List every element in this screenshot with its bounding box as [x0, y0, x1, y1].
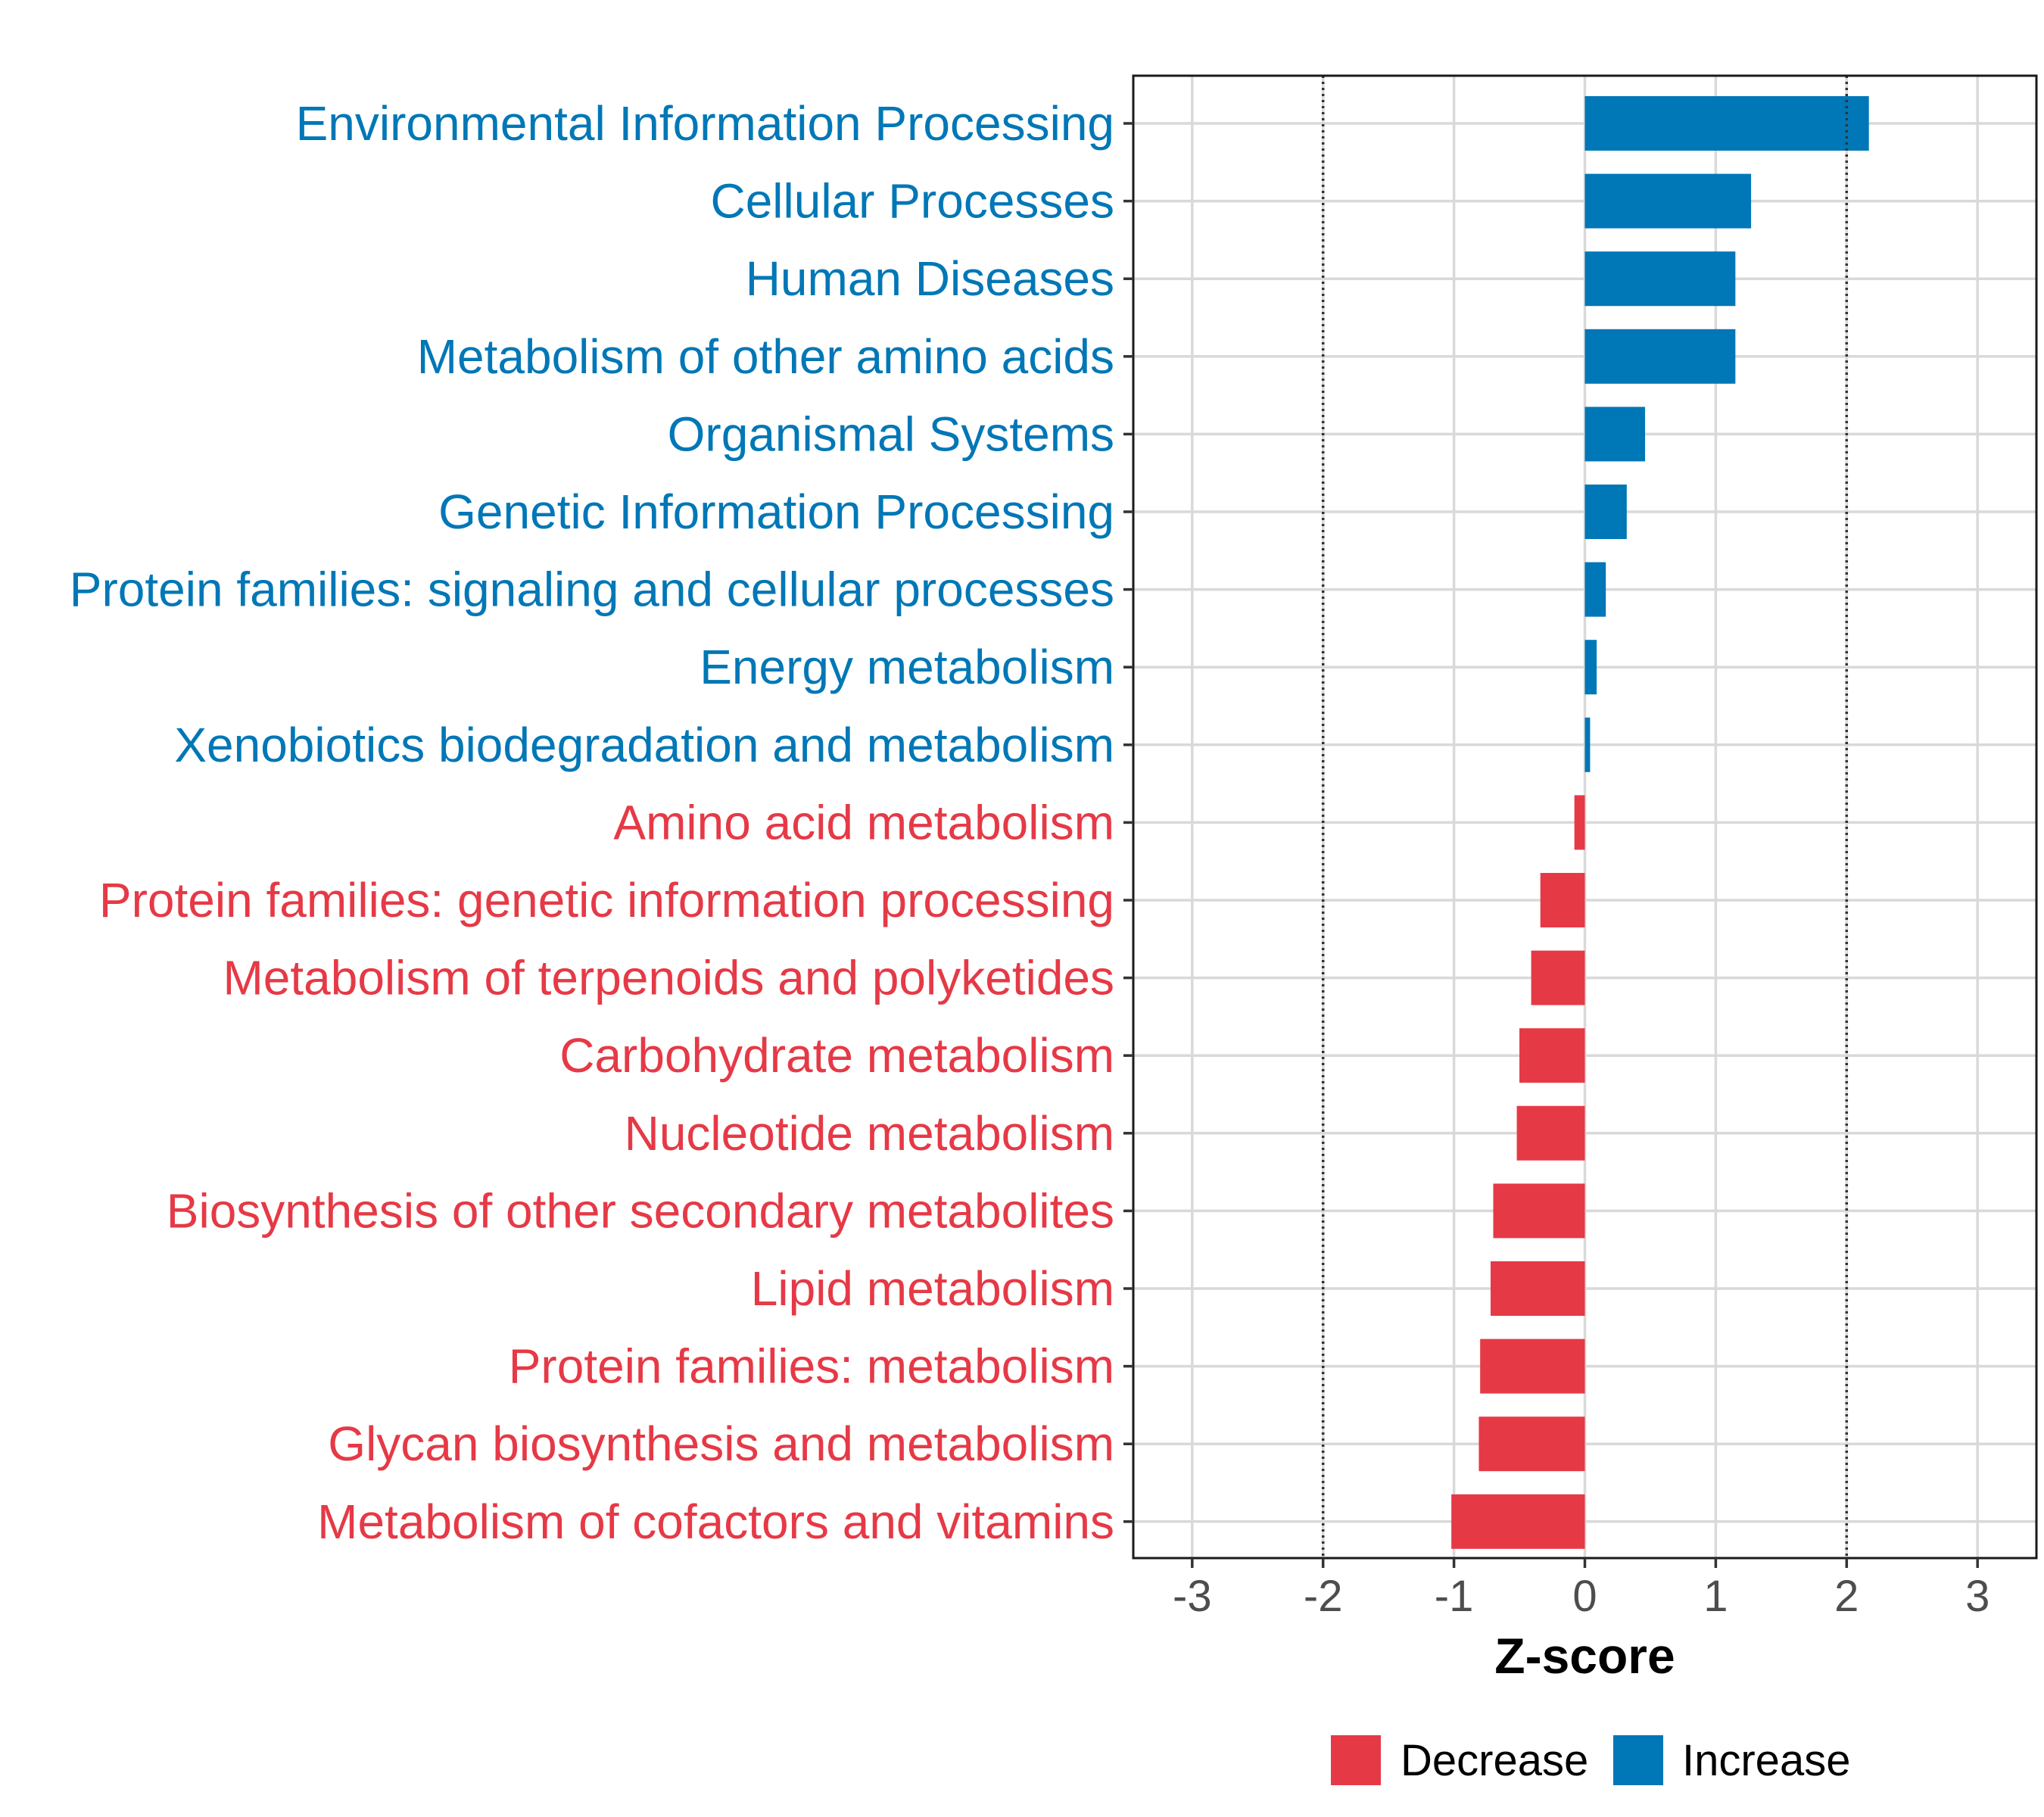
- legend: Decrease Increase: [1331, 1735, 1850, 1785]
- category-label: Biosynthesis of other secondary metaboli…: [167, 1183, 1114, 1238]
- x-tick-label: 1: [1703, 1572, 1728, 1621]
- bar: [1519, 1028, 1585, 1083]
- category-label: Protein families: signaling and cellular…: [70, 563, 1114, 617]
- category-labels: Environmental Information Processing Cell…: [70, 96, 1114, 1549]
- category-label: Protein families: genetic information pr…: [99, 873, 1114, 927]
- category-label: Human Diseases: [746, 251, 1114, 306]
- category-label: Carbohydrate metabolism: [559, 1028, 1114, 1083]
- threshold-lines: [1321, 76, 1849, 1558]
- legend-label-decrease: Decrease: [1401, 1736, 1588, 1785]
- bar: [1584, 407, 1646, 462]
- bar: [1584, 562, 1606, 617]
- x-tick-label: -3: [1173, 1572, 1212, 1621]
- category-label: Energy metabolism: [700, 640, 1114, 694]
- x-tick-label: 0: [1572, 1572, 1597, 1621]
- category-label: Metabolism of other amino acids: [417, 329, 1114, 384]
- x-tick-label: -2: [1304, 1572, 1343, 1621]
- x-tick-label: -1: [1435, 1572, 1474, 1621]
- category-label: Metabolism of cofactors and vitamins: [317, 1494, 1114, 1549]
- bar: [1584, 640, 1597, 695]
- legend-label-increase: Increase: [1682, 1736, 1850, 1785]
- category-label: Organismal Systems: [668, 407, 1114, 461]
- bar: [1584, 717, 1591, 772]
- legend-key-decrease: [1331, 1735, 1381, 1785]
- bar: [1493, 1183, 1585, 1239]
- bar: [1451, 1494, 1585, 1549]
- bars: [1451, 96, 1869, 1549]
- bar: [1584, 173, 1752, 229]
- category-label: Environmental Information Processing: [296, 96, 1114, 151]
- bar: [1480, 1339, 1585, 1394]
- category-label: Glycan biosynthesis and metabolism: [328, 1417, 1114, 1471]
- category-label: Nucleotide metabolism: [625, 1106, 1114, 1161]
- category-label: Xenobiotics biodegradation and metabolis…: [174, 718, 1114, 772]
- bar: [1584, 329, 1736, 384]
- x-tick-label: 3: [1965, 1572, 1989, 1621]
- bar: [1574, 795, 1585, 850]
- x-tick-label: 2: [1834, 1572, 1859, 1621]
- bar: [1531, 950, 1585, 1005]
- legend-key-increase: [1613, 1735, 1663, 1785]
- bar: [1478, 1417, 1585, 1472]
- bar: [1540, 873, 1585, 927]
- bar: [1584, 251, 1736, 307]
- bar: [1584, 485, 1627, 539]
- category-label: Metabolism of terpenoids and polyketides: [223, 951, 1114, 1005]
- y-axis-ticks: [1123, 122, 1133, 1523]
- category-label: Amino acid metabolism: [613, 795, 1114, 849]
- bar: [1516, 1105, 1585, 1161]
- category-label: Cellular Processes: [710, 174, 1114, 229]
- bar: [1584, 96, 1869, 151]
- x-axis-ticks: -3 -2 -1 0 1 2 3: [1173, 1558, 1989, 1621]
- category-label: Genetic Information Processing: [438, 485, 1114, 539]
- category-label: Protein families: metabolism: [509, 1339, 1114, 1394]
- bar: [1491, 1261, 1585, 1316]
- category-label: Lipid metabolism: [751, 1261, 1114, 1316]
- x-axis-title: Z-score: [1494, 1628, 1675, 1684]
